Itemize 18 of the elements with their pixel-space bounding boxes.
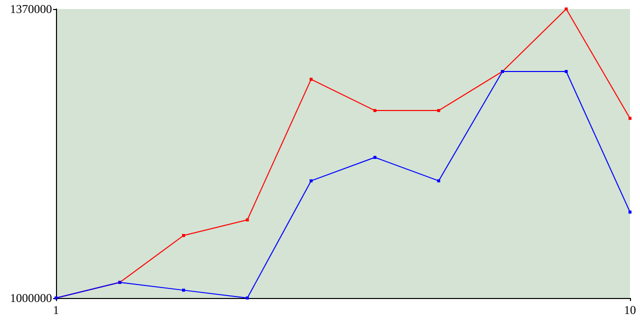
point bbox=[628, 116, 632, 120]
y-tick-label: 1370000 bbox=[10, 2, 52, 16]
point bbox=[564, 70, 568, 73]
point bbox=[628, 210, 632, 214]
point bbox=[373, 109, 376, 112]
point bbox=[437, 109, 440, 112]
y-tick-label: 1000000 bbox=[10, 291, 52, 305]
point bbox=[246, 218, 249, 222]
point bbox=[182, 288, 186, 292]
point bbox=[182, 234, 186, 238]
x-tick-label: 10 bbox=[624, 303, 636, 317]
x-tick-label: 1 bbox=[53, 303, 59, 317]
point bbox=[246, 296, 249, 300]
point bbox=[564, 8, 568, 10]
point bbox=[373, 156, 376, 159]
point bbox=[310, 179, 313, 182]
point bbox=[310, 78, 313, 81]
point bbox=[437, 179, 440, 182]
